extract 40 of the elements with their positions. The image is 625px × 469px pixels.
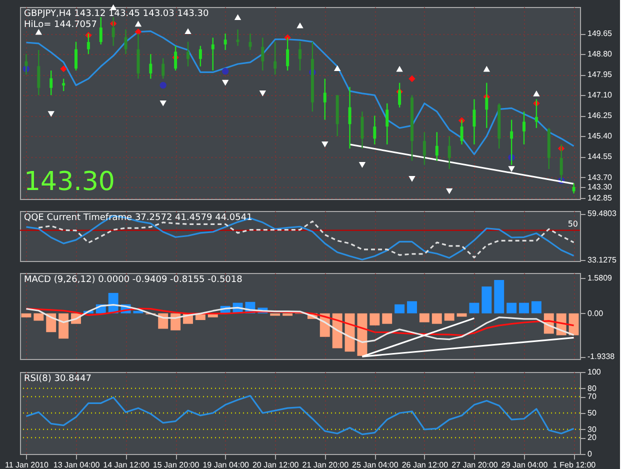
x-tick-label: 14 Jan 12:00 <box>103 460 150 469</box>
chart-title: GBPJPY,H4 143.12 143.45 143.03 143.30 <box>24 9 209 19</box>
y-tick-label: 147.95 <box>588 70 613 80</box>
y-tick-label: -1.9338 <box>588 352 616 362</box>
y-tick-label: 0 <box>588 450 592 458</box>
y-tick-label: 30 <box>588 424 597 434</box>
ref-line-label: 50 <box>568 219 578 228</box>
y-tick-label: 1.5809 <box>588 273 613 282</box>
y-tick-label: 20 <box>588 433 597 442</box>
y-tick-label: 146.25 <box>588 111 613 120</box>
annotation: 143.30 <box>24 167 115 197</box>
text: HiLo= 144.7057 <box>24 20 97 30</box>
y-tick-label: 145.40 <box>588 132 613 141</box>
y-tick-label: 148.80 <box>588 50 613 59</box>
x-tick-label: 13 Jan 04:00 <box>53 460 100 469</box>
chart-title: RSI(8) 30.8447 <box>24 374 92 384</box>
x-tick-label: 25 Jan 04:00 <box>352 460 399 469</box>
y-tick-label: 0.00 <box>588 308 604 318</box>
x-tick-label: 26 Jan 12:00 <box>402 460 449 469</box>
y-tick-label: 143.70 <box>588 172 613 182</box>
x-tick-label: 29 Jan 04:00 <box>501 460 548 469</box>
x-tick-label: 21 Jan 20:00 <box>302 460 350 469</box>
y-tick-label: 147.10 <box>588 90 613 100</box>
y-tick-label: 33.1275 <box>588 255 617 264</box>
x-tick-label: 11 Jan 2010 <box>4 460 49 469</box>
y-tick-label: 70 <box>588 392 597 402</box>
y-tick-label: 143.30 <box>588 182 613 192</box>
y-tick-label: 50 <box>588 408 597 418</box>
y-tick-label: 149.65 <box>588 29 613 38</box>
chart-title: MACD (9,26,12) 0.0000 -0.9409 -0.8155 -0.5018 <box>24 275 243 285</box>
x-tick-label: 20 Jan 12:00 <box>252 460 300 469</box>
x-tick-label: 19 Jan 04:00 <box>202 460 250 469</box>
x-tick-label: 27 Jan 20:00 <box>452 460 498 469</box>
x-tick-label: 15 Jan 20:00 <box>152 460 200 469</box>
y-tick-label: 100 <box>588 368 602 376</box>
y-tick-label: 144.55 <box>588 152 613 162</box>
x-tick-label: 1 Feb 12:00 <box>552 460 596 469</box>
y-tick-label: 80 <box>588 384 597 393</box>
y-tick-label: 142.85 <box>588 193 613 202</box>
y-tick-label: 59.4803 <box>588 209 617 218</box>
